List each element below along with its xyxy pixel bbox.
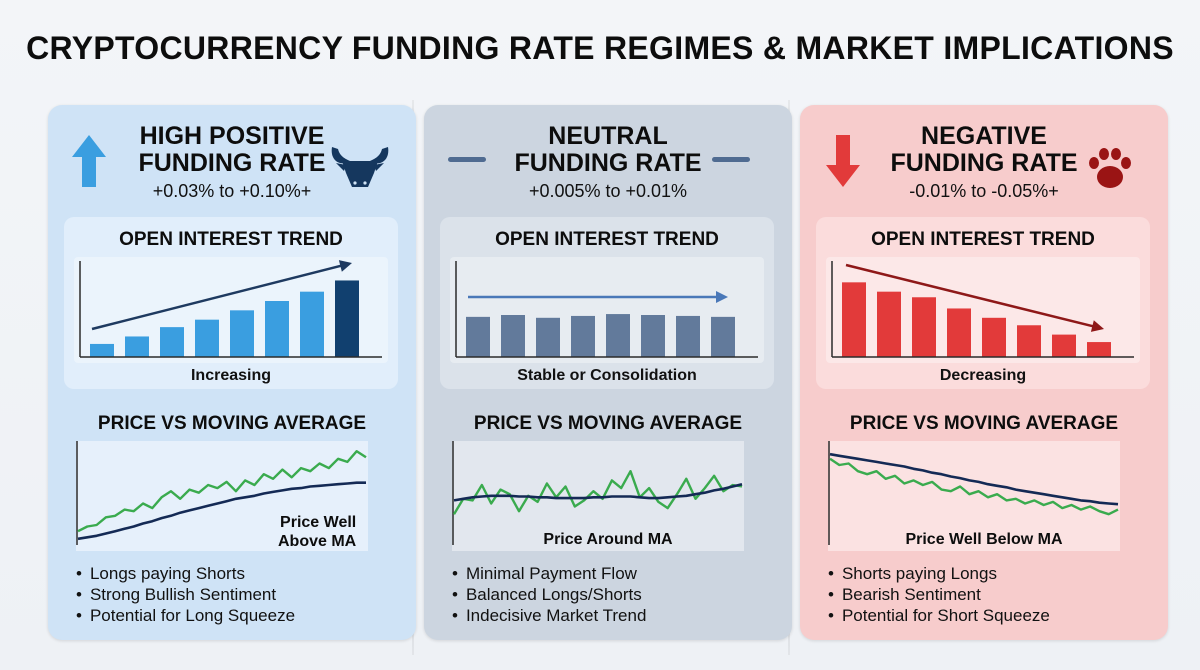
oi-bar-chart: [450, 257, 764, 363]
oi-title: OPEN INTEREST TREND: [871, 229, 1095, 250]
oi-bar: [1052, 334, 1076, 357]
oi-bar: [230, 310, 254, 357]
negative-funding-panel: NEGATIVE FUNDING RATE -0.01% to -0.05%+ …: [800, 105, 1168, 640]
price-ma-title: PRICE VS MOVING AVERAGE: [849, 413, 1119, 434]
price-line: [829, 457, 1119, 516]
list-item: Potential for Long Squeeze: [76, 605, 295, 626]
list-item: Bearish Sentiment: [828, 584, 1050, 605]
price-ma-caption: Price Well Below MA: [905, 531, 1063, 548]
panel-title: NEUTRAL FUNDING RATE: [514, 122, 702, 177]
oi-bar: [1087, 342, 1111, 357]
trend-arrow: [91, 263, 345, 331]
oi-bar-chart: [74, 257, 388, 363]
oi-caption: Decreasing: [939, 367, 1027, 384]
price-ma-title: PRICE VS MOVING AVERAGE: [97, 413, 367, 434]
price-ma-line-chart: [76, 441, 368, 551]
list-item: Indecisive Market Trend: [452, 605, 646, 626]
list-item: Balanced Longs/Shorts: [452, 584, 646, 605]
oi-bar: [1017, 325, 1041, 357]
list-item: Shorts paying Longs: [828, 563, 1050, 584]
page-title: CRYPTOCURRENCY FUNDING RATE REGIMES & MA…: [26, 30, 1174, 66]
high-positive-funding-panel: HIGH POSITIVE FUNDING RATE +0.03% to +0.…: [48, 105, 416, 640]
open-interest-card: OPEN INTEREST TREND Increasing: [64, 217, 398, 389]
moving-average-line: [77, 481, 366, 541]
oi-bar: [842, 282, 866, 357]
price-line: [77, 449, 367, 533]
oi-bar: [195, 319, 219, 357]
oi-bar: [501, 315, 525, 357]
oi-title: OPEN INTEREST TREND: [495, 229, 719, 250]
panel-title: HIGH POSITIVE FUNDING RATE: [138, 122, 326, 177]
price-ma-title: PRICE VS MOVING AVERAGE: [473, 413, 743, 434]
implications-list: Shorts paying Longs Bearish Sentiment Po…: [828, 563, 1050, 626]
trend-arrowhead: [338, 260, 352, 272]
list-item: Longs paying Shorts: [76, 563, 295, 584]
funding-range: -0.01% to -0.05%+: [909, 181, 1059, 201]
price-ma-line-chart: [828, 441, 1120, 551]
trend-arrow: [845, 263, 1097, 329]
oi-caption: Stable or Consolidation: [517, 367, 697, 384]
funding-range: +0.03% to +0.10%+: [152, 181, 312, 201]
oi-bar: [265, 301, 289, 357]
oi-title: OPEN INTEREST TREND: [119, 229, 343, 250]
down-arrow-icon: [826, 135, 860, 187]
bull-icon: [331, 147, 389, 187]
open-interest-card: OPEN INTEREST TREND Decreasing: [816, 217, 1150, 389]
oi-bar: [982, 317, 1006, 357]
oi-bar: [160, 327, 184, 357]
chart-plot-area: [828, 441, 1120, 551]
moving-average-line: [453, 482, 743, 502]
chart-plot-area: [76, 441, 368, 551]
price-ma-caption: Price Well Above MA: [278, 514, 357, 550]
oi-bar: [877, 291, 901, 357]
oi-bar: [571, 315, 595, 357]
dash-icon: [712, 157, 750, 162]
list-item: Potential for Short Squeeze: [828, 605, 1050, 626]
oi-bar: [536, 317, 560, 357]
oi-bar: [641, 315, 665, 357]
funding-range: +0.005% to +0.01%: [528, 181, 688, 201]
dash-icon: [448, 157, 486, 162]
list-item: Strong Bullish Sentiment: [76, 584, 295, 605]
panel-title: NEGATIVE FUNDING RATE: [890, 122, 1078, 177]
oi-caption: Increasing: [190, 367, 272, 384]
implications-list: Minimal Payment Flow Balanced Longs/Shor…: [452, 563, 646, 626]
oi-bar: [90, 343, 114, 357]
moving-average-line: [829, 452, 1119, 506]
oi-bar: [606, 314, 630, 357]
oi-bar: [676, 315, 700, 357]
trend-arrowhead: [716, 291, 728, 303]
list-item: Minimal Payment Flow: [452, 563, 646, 584]
oi-bar: [912, 297, 936, 357]
trend-arrowhead: [1090, 320, 1104, 332]
oi-bar: [466, 316, 490, 357]
oi-bar: [125, 336, 149, 357]
neutral-funding-panel: NEUTRAL FUNDING RATE +0.005% to +0.01% O…: [424, 105, 792, 640]
bear-paw-icon: [1089, 148, 1131, 188]
open-interest-card: OPEN INTEREST TREND Stable or Consolidat…: [440, 217, 774, 389]
up-arrow-icon: [72, 135, 106, 187]
oi-bar: [300, 291, 324, 357]
implications-list: Longs paying Shorts Strong Bullish Senti…: [76, 563, 295, 626]
price-ma-caption: Price Around MA: [543, 531, 673, 548]
oi-bar: [711, 316, 735, 357]
oi-bar: [335, 280, 359, 357]
oi-bar: [947, 308, 971, 357]
price-ma-line-chart: [452, 441, 744, 551]
oi-bar-chart: [826, 257, 1140, 363]
